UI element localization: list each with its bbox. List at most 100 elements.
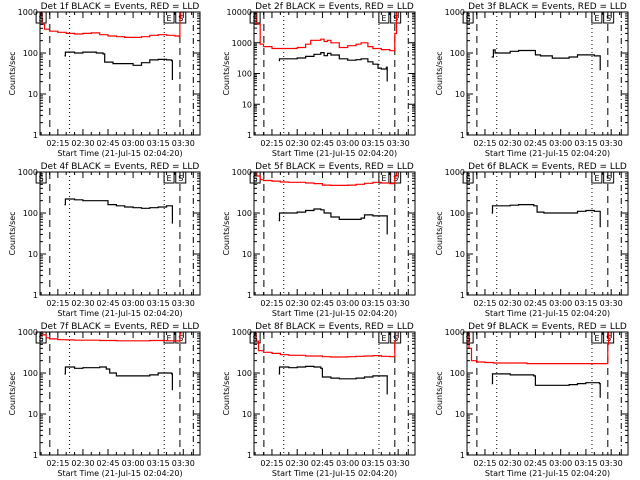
x-tick-label: 03:15	[361, 459, 384, 468]
plot-frame	[253, 331, 416, 456]
y-tick-label: 1000	[445, 168, 465, 177]
y-axis-label: Counts/sec	[8, 211, 17, 255]
x-tick-label: 02:15	[46, 459, 69, 468]
y-axis-label: Counts/sec	[222, 371, 231, 415]
y-tick-label: 10	[455, 410, 465, 419]
x-tick-label: 03:00	[122, 459, 145, 468]
events-series-line	[64, 51, 173, 80]
plot-frame	[39, 171, 201, 296]
x-axis-label: Start Time (21-Jul-15 02:04:20)	[272, 309, 397, 318]
marker-label: E	[167, 334, 172, 343]
y-tick-label: 100	[450, 49, 465, 58]
x-tick-label: 02:30	[499, 299, 522, 308]
lld-series-line	[255, 331, 397, 358]
x-tick-label: 03:30	[387, 299, 410, 308]
panel-title: Det 1f BLACK = Events, RED = LLD	[41, 2, 200, 12]
x-tick-label: 03:15	[361, 139, 384, 148]
y-axis-label: Counts/sec	[435, 51, 444, 95]
y-tick-label: 1000	[232, 39, 252, 48]
y-tick-label: 1	[460, 291, 465, 300]
marker-label: S	[606, 14, 611, 23]
plot-frame	[466, 11, 629, 136]
panel-title: Det 5f BLACK = Events, RED = LLD	[255, 162, 414, 172]
y-tick-label: 100	[23, 209, 38, 218]
x-tick-label: 03:30	[387, 459, 410, 468]
y-axis-label: Counts/sec	[8, 371, 17, 415]
panel-det-3: Det 3f BLACK = Events, RED = LLDSES11010…	[435, 2, 629, 158]
events-series-line	[278, 52, 388, 82]
y-tick-label: 1000	[18, 168, 38, 177]
x-tick-label: 02:30	[286, 459, 309, 468]
y-tick-label: 10	[242, 250, 252, 259]
x-axis-label: Start Time (21-Jul-15 02:04:20)	[57, 469, 182, 478]
y-tick-label: 1000	[445, 328, 465, 337]
x-tick-label: 03:30	[600, 299, 623, 308]
x-tick-label: 03:15	[147, 299, 170, 308]
x-tick-label: 03:00	[336, 459, 359, 468]
y-tick-label: 1	[33, 131, 38, 140]
y-tick-label: 10000	[227, 8, 252, 17]
x-tick-label: 03:00	[549, 459, 572, 468]
x-tick-label: 03:15	[574, 299, 597, 308]
panel-det-9: Det 9f BLACK = Events, RED = LLDSES11010…	[435, 322, 629, 478]
lld-series-line	[468, 331, 610, 365]
x-tick-label: 02:15	[473, 459, 496, 468]
x-tick-label: 03:30	[172, 459, 195, 468]
panel-title: Det 7f BLACK = Events, RED = LLD	[41, 322, 200, 332]
x-tick-label: 03:00	[549, 139, 572, 148]
y-tick-label: 1000	[18, 8, 38, 17]
events-series-line	[64, 366, 173, 391]
y-axis-label: Counts/sec	[435, 371, 444, 415]
x-tick-label: 02:30	[71, 139, 94, 148]
y-tick-label: 1000	[18, 328, 38, 337]
y-axis-label: Counts/sec	[8, 51, 17, 95]
panel-title: Det 4f BLACK = Events, RED = LLD	[41, 162, 200, 172]
x-tick-label: 02:45	[96, 299, 119, 308]
x-tick-label: 02:30	[499, 139, 522, 148]
x-tick-label: 02:30	[286, 299, 309, 308]
x-tick-label: 02:45	[311, 299, 334, 308]
x-tick-label: 03:15	[574, 459, 597, 468]
marker-label: S	[393, 174, 398, 183]
events-series-line	[278, 365, 388, 395]
events-series-line	[64, 198, 173, 224]
x-tick-label: 02:45	[311, 139, 334, 148]
marker-label: E	[381, 334, 386, 343]
events-series-line	[491, 49, 601, 71]
y-tick-label: 10	[28, 90, 38, 99]
x-tick-label: 02:15	[473, 299, 496, 308]
plot-frame	[253, 11, 416, 136]
y-tick-label: 100	[237, 369, 252, 378]
panel-title: Det 8f BLACK = Events, RED = LLD	[255, 322, 414, 332]
plot-frame	[39, 331, 201, 456]
x-tick-label: 02:30	[71, 459, 94, 468]
marker-label: E	[594, 334, 599, 343]
x-tick-label: 03:00	[122, 299, 145, 308]
lld-series-line	[41, 11, 182, 38]
y-tick-label: 10	[242, 100, 252, 109]
y-tick-label: 1	[33, 291, 38, 300]
x-tick-label: 02:45	[96, 139, 119, 148]
marker-label: E	[594, 174, 599, 183]
x-tick-label: 02:45	[524, 299, 547, 308]
y-tick-label: 100	[23, 369, 38, 378]
marker-label: S	[393, 14, 398, 23]
marker-label: E	[167, 174, 172, 183]
x-tick-label: 02:30	[286, 139, 309, 148]
y-tick-label: 10	[242, 410, 252, 419]
x-tick-label: 02:15	[260, 139, 283, 148]
panel-det-5: Det 5f BLACK = Events, RED = LLDSES11010…	[222, 162, 416, 318]
marker-label: E	[167, 14, 172, 23]
y-tick-label: 10	[28, 410, 38, 419]
y-tick-label: 1000	[232, 168, 252, 177]
y-tick-label: 1	[460, 131, 465, 140]
marker-label: E	[381, 14, 386, 23]
plot-frame	[466, 171, 629, 296]
x-tick-label: 03:15	[361, 299, 384, 308]
y-tick-label: 100	[237, 209, 252, 218]
x-tick-label: 03:15	[147, 139, 170, 148]
y-axis-label: Counts/sec	[222, 51, 231, 95]
y-tick-label: 1	[247, 291, 252, 300]
y-tick-label: 10	[28, 250, 38, 259]
y-tick-label: 10	[455, 90, 465, 99]
